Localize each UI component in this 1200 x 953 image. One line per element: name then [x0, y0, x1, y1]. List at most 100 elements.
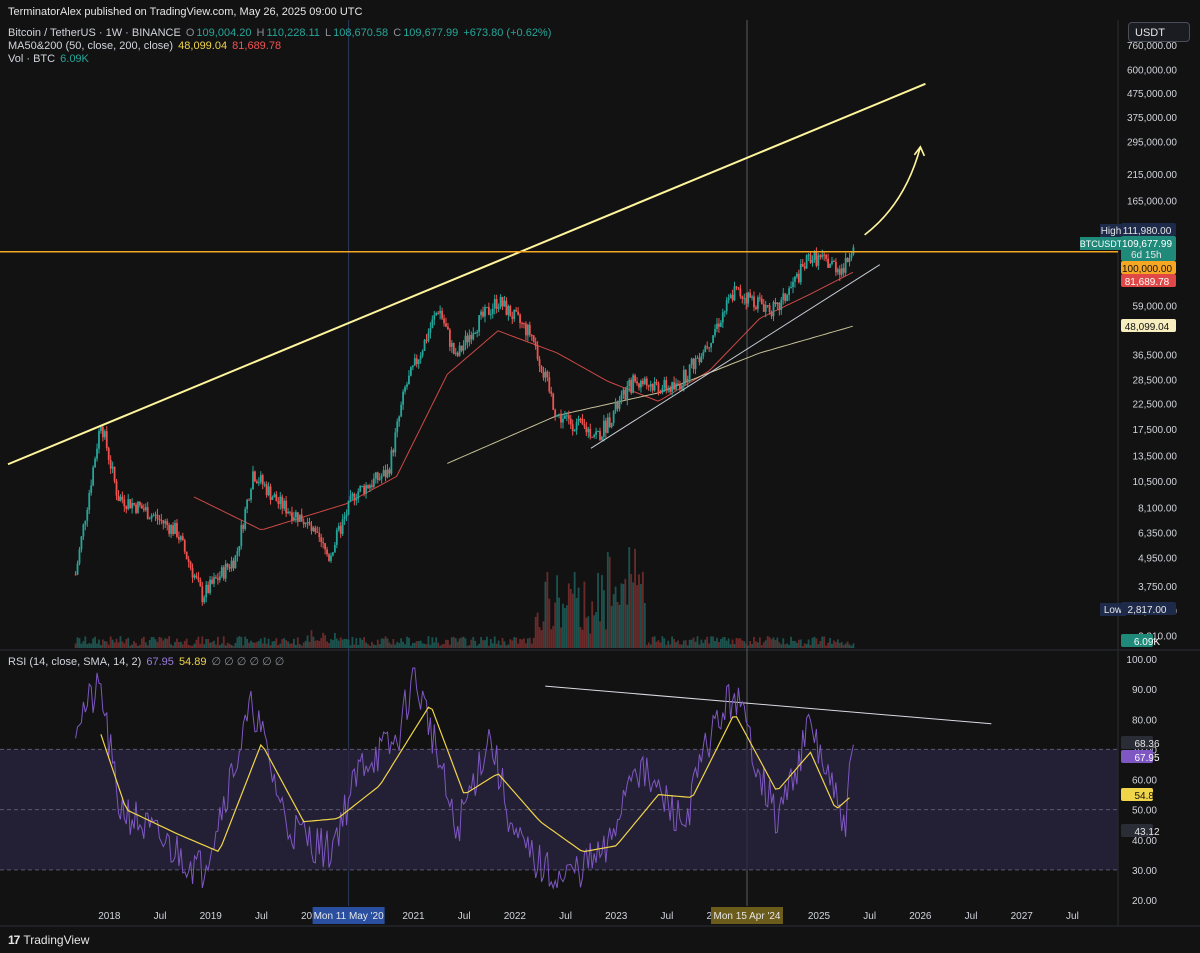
volume-bar [805, 643, 808, 648]
time-axis-tick: 2019 [200, 911, 223, 922]
volume-bar [404, 644, 406, 648]
candle-body [569, 418, 572, 425]
volume-bar [688, 639, 691, 648]
volume-bar [427, 636, 430, 648]
candle-body [267, 486, 270, 496]
low-label: Low [1104, 605, 1123, 616]
ma-legend-line[interactable]: MA50&200 (50, close, 200, close) 48,099.… [8, 40, 283, 52]
volume-bar [135, 642, 137, 648]
candle-body [634, 375, 636, 382]
candle-body [140, 505, 143, 509]
volume-bar [680, 644, 683, 648]
volume-bar [803, 643, 806, 648]
candle-body [585, 426, 588, 433]
candle-body [515, 309, 518, 312]
candle-body [443, 318, 445, 324]
candle-body [345, 514, 348, 517]
volume-bar [628, 547, 631, 648]
candle-body [380, 475, 383, 479]
rsi-ma-current-box [1121, 788, 1153, 801]
volume-bar [667, 640, 670, 648]
candle-body [353, 493, 356, 501]
candle-body [139, 501, 141, 506]
candle-body [349, 495, 352, 501]
volume-bar [718, 642, 720, 648]
candle-body [160, 519, 163, 521]
candle-body [659, 392, 662, 394]
candle-body [591, 436, 594, 438]
volume-bar [640, 583, 642, 648]
candle-body [92, 467, 95, 486]
candle-body [589, 428, 592, 437]
time-axis-tick: Jul [255, 911, 268, 922]
volume-bar [468, 645, 471, 648]
volume-bar [421, 643, 424, 648]
candle-body [745, 298, 748, 304]
candle-body [211, 579, 213, 584]
currency-button[interactable]: USDT [1128, 22, 1190, 42]
candle-body [583, 424, 586, 427]
volume-bar [708, 643, 711, 648]
volume-bar [482, 640, 484, 648]
candle-body [700, 356, 703, 363]
candle-body [530, 334, 533, 336]
volume-bar [684, 640, 687, 648]
candle-body [361, 485, 364, 487]
candle-body [831, 260, 833, 264]
volume-legend-line[interactable]: Vol · BTC 6.09K [8, 53, 91, 65]
volume-bar [599, 621, 601, 648]
symbol-tag: BTCUSDT [1080, 239, 1123, 249]
close-value: 109,677.99 [403, 27, 459, 39]
rsi-axis-tick: 90.00 [1132, 685, 1157, 696]
volume-bar [398, 643, 401, 648]
candle-body [505, 300, 508, 315]
price-axis-tick: 475,000.00 [1127, 89, 1177, 100]
volume-bar [624, 578, 627, 648]
volume-bar [300, 645, 303, 648]
volume-bar [836, 639, 839, 648]
volume-bar [751, 643, 753, 648]
price-axis-tick: 17,500.00 [1133, 425, 1178, 436]
volume-bar [415, 641, 418, 648]
volume-bar [774, 640, 777, 648]
volume-bar [339, 637, 342, 648]
candle-body [76, 563, 79, 575]
candle-body [392, 450, 395, 453]
candle-body [308, 521, 311, 526]
candle-body [466, 335, 469, 343]
volume-bar [466, 645, 469, 648]
volume-bar [332, 640, 334, 648]
volume-bar [745, 643, 748, 648]
candle-body [123, 499, 126, 507]
candle-body [289, 511, 291, 513]
candle-body [677, 383, 679, 385]
rsi-divergence-trendline [545, 685, 992, 725]
rsi-legend-line[interactable]: RSI (14, close, SMA, 14, 2) 67.95 54.89 … [8, 655, 286, 668]
candle-body [688, 364, 691, 379]
volume-bar [786, 643, 789, 648]
volume-bar [244, 636, 247, 648]
volume-bar [92, 638, 95, 648]
rsi-ma-current: 54.89 [1134, 791, 1159, 802]
trend-drawings[interactable] [0, 82, 1118, 725]
volume-bar [275, 638, 278, 648]
candle-body [493, 299, 496, 309]
candle-body [809, 254, 812, 263]
candle-body [287, 511, 289, 514]
volume-bar [172, 645, 174, 648]
volume-bar [411, 643, 414, 648]
time-axis-tick: 2023 [605, 911, 628, 922]
candle-body [320, 537, 323, 543]
volume-bar [651, 637, 654, 648]
low-price: 2,817.00 [1128, 605, 1167, 616]
candle-body [445, 323, 447, 327]
candle-body [359, 486, 362, 492]
tradingview-footer[interactable]: 17 TradingView [8, 933, 89, 947]
volume-bar [850, 645, 853, 648]
volume-bar [698, 644, 701, 648]
projection-arrow [864, 146, 922, 236]
volume-bar [417, 641, 420, 648]
volume-bar [289, 643, 291, 648]
volume-bar [521, 639, 523, 648]
